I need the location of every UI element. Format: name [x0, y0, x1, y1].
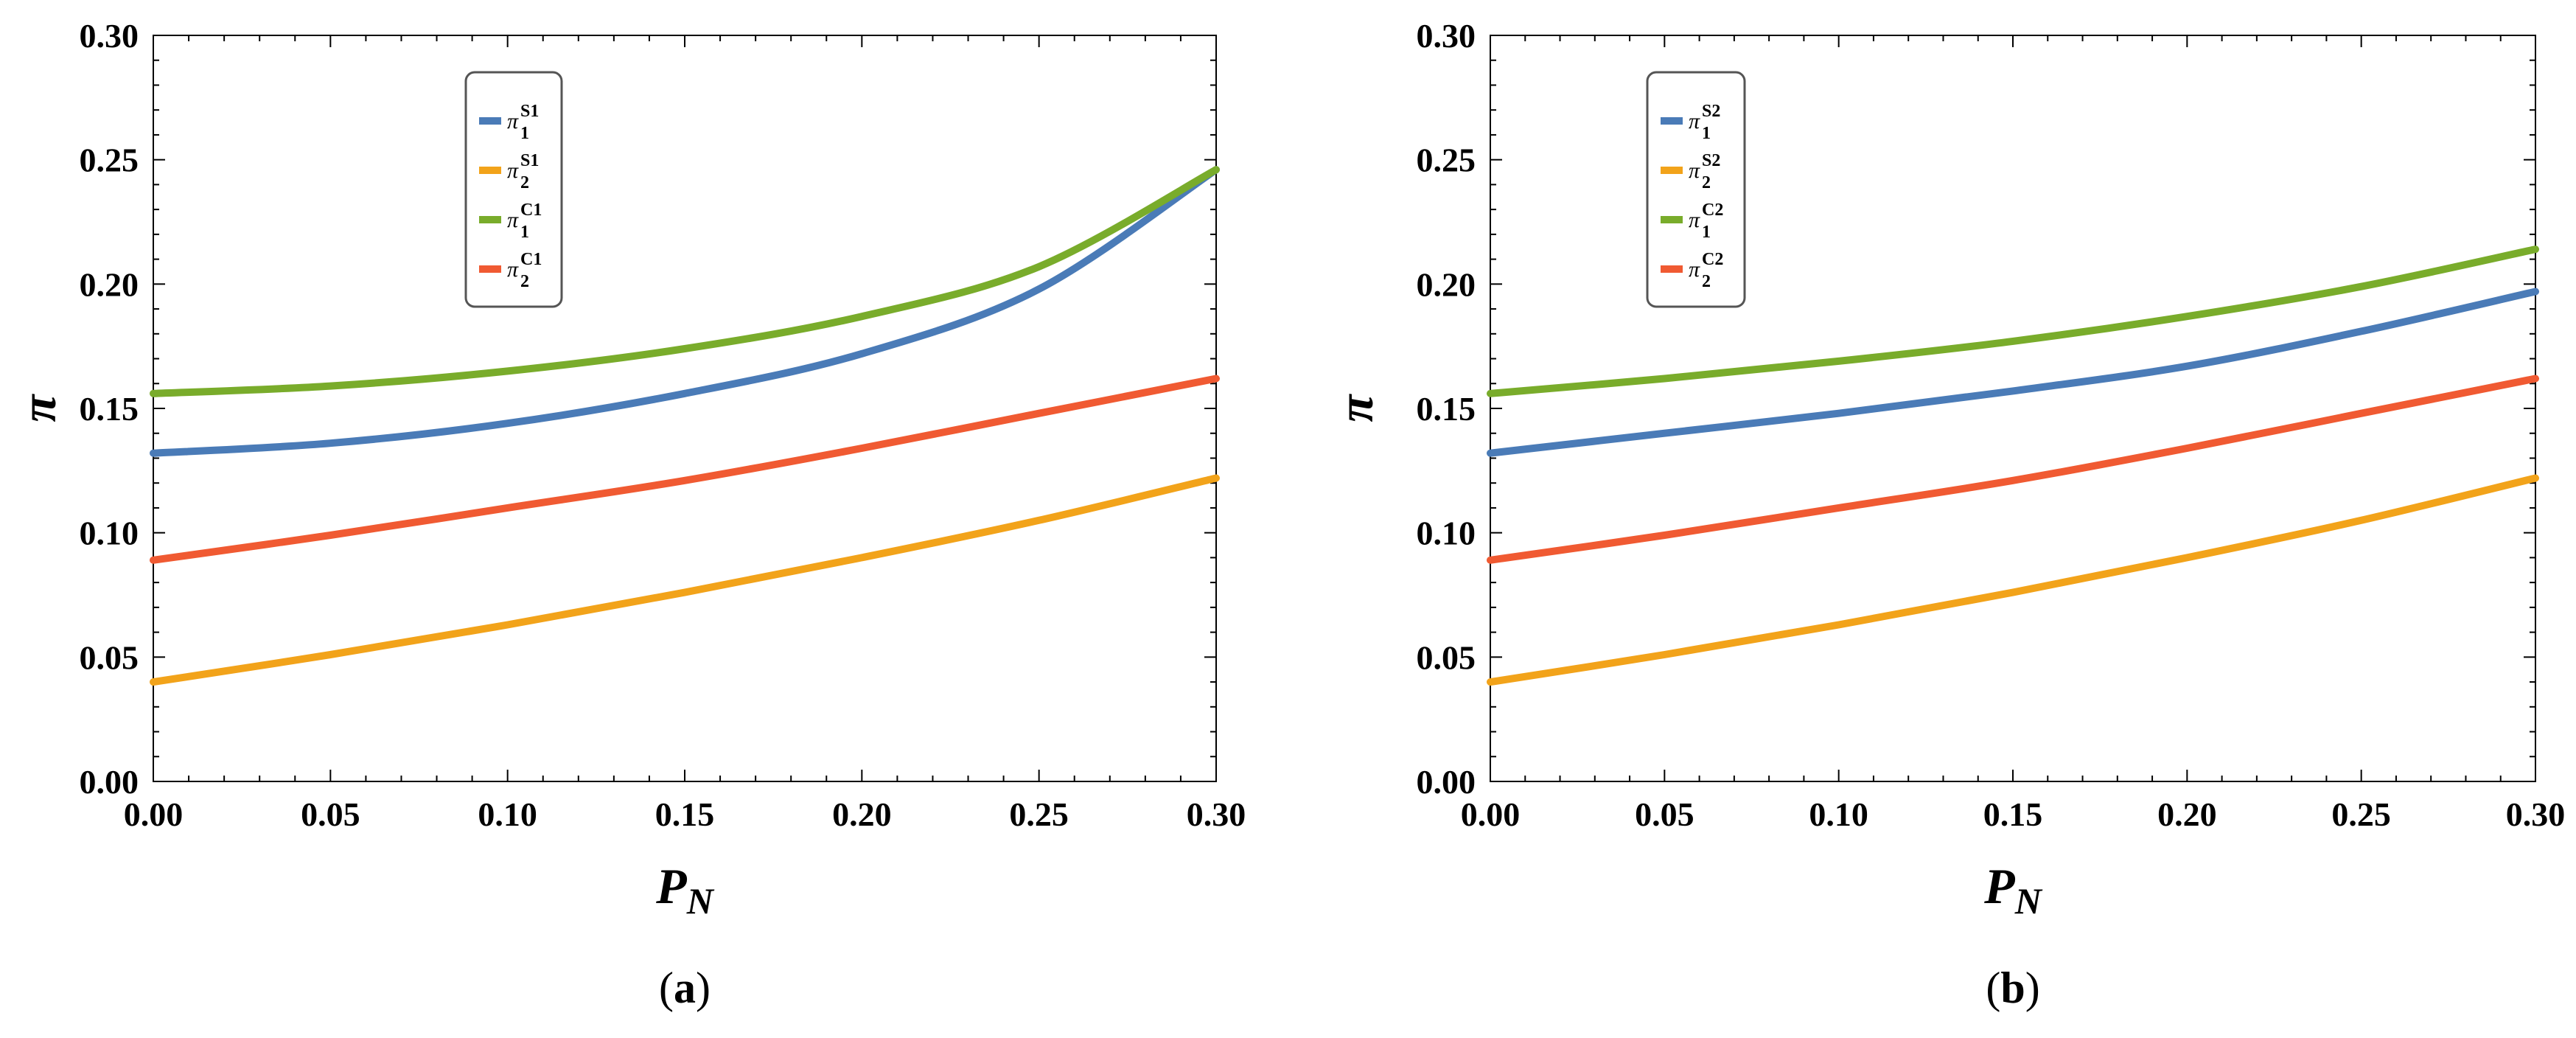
series-line-π2C2: [1487, 375, 2539, 564]
tick-marks: [153, 35, 1217, 782]
legend-label-sub: 1: [1702, 223, 1711, 242]
legend-label-sup: S2: [1702, 151, 1720, 170]
x-tick-label: 0.30: [1187, 795, 1246, 833]
legend-label-sup: S2: [1702, 102, 1720, 121]
y-axis-title: π: [10, 394, 66, 422]
y-tick-label: 0.05: [80, 638, 139, 676]
y-tick-label: 0.05: [1417, 638, 1476, 676]
legend-label-symbol: π: [1689, 159, 1700, 183]
series-line-π1S2: [1487, 288, 2539, 457]
y-tick-label: 0.25: [1417, 142, 1476, 179]
series-line-π1C2: [1487, 245, 2539, 397]
legend-label-sup: S1: [520, 151, 539, 170]
x-tick-label: 0.25: [2331, 795, 2391, 833]
legend-box: [1646, 71, 1746, 308]
x-tick-label: 0.15: [655, 795, 715, 833]
x-tick-label: 0.05: [1635, 795, 1694, 833]
tick-marks: [1490, 35, 2536, 782]
chart-panel-b: 0.00 0.05 0.10 0.15 0.20 0.25 0.30 0.00 0.05 0.10…: [1327, 17, 2565, 1012]
y-tick-label: 0.10: [80, 515, 139, 552]
x-tick-label: 0.10: [478, 795, 537, 833]
legend-label-sup: C2: [1702, 250, 1723, 269]
series-line-π2S1: [150, 474, 1220, 686]
series-line-π1C1: [150, 166, 1220, 397]
x-axis-title: PN: [655, 858, 715, 922]
legend-label-symbol: π: [507, 208, 519, 232]
x-tick-label: 0.20: [832, 795, 892, 833]
series-line-π1S1: [150, 166, 1220, 457]
legend-label-sub: 1: [1702, 124, 1711, 143]
y-tick-label: 0.30: [1417, 17, 1476, 55]
y-tick-label: 0.20: [1417, 265, 1476, 303]
x-tick-label: 0.05: [301, 795, 360, 833]
legend-box: [464, 71, 563, 308]
x-tick-label: 0.00: [1461, 795, 1521, 833]
legend-label-sup: C2: [1702, 201, 1723, 220]
legend-label-sub: 2: [1702, 173, 1711, 192]
y-tick-label: 0.25: [80, 142, 139, 179]
legend-label-symbol: π: [507, 159, 519, 183]
x-axis-title: PN: [1983, 858, 2043, 922]
legend-label-sub: 2: [1702, 272, 1711, 291]
x-tick-label: 0.20: [2157, 795, 2217, 833]
chart-panel-a: 0.00 0.05 0.10 0.15 0.20 0.25 0.30 0.00 0.05 0.10…: [10, 17, 1246, 1012]
legend-label-sub: 1: [520, 223, 529, 242]
x-tick-label: 0.25: [1009, 795, 1069, 833]
y-tick-label: 0.10: [1417, 515, 1476, 552]
legend-label-symbol: π: [1689, 109, 1700, 133]
legend-label-sup: C1: [520, 250, 542, 269]
panel-caption: (a): [659, 964, 711, 1012]
y-tick-label: 0.30: [80, 17, 139, 55]
x-tick-label: 0.15: [1983, 795, 2043, 833]
y-tick-label: 0.20: [80, 265, 139, 303]
y-axis-title: π: [1327, 394, 1383, 422]
legend-label-symbol: π: [507, 109, 519, 133]
legend-label-symbol: π: [507, 257, 519, 282]
x-tick-label: 0.00: [124, 795, 184, 833]
y-tick-label: 0.15: [80, 390, 139, 428]
legend-label-sub: 2: [520, 173, 529, 192]
x-tick-label: 0.10: [1809, 795, 1868, 833]
y-tick-label: 0.15: [1417, 390, 1476, 428]
legend-label-symbol: π: [1689, 208, 1700, 232]
series-line-π2S2: [1487, 474, 2539, 686]
legend-label-symbol: π: [1689, 257, 1700, 282]
y-tick-label: 0.00: [80, 763, 139, 801]
series-line-π2C1: [150, 375, 1220, 564]
panel-caption: (b): [1986, 964, 2039, 1012]
legend-label-sup: C1: [520, 201, 542, 220]
legend-label-sup: S1: [520, 102, 539, 121]
legend-label-sub: 1: [520, 124, 529, 143]
y-tick-label: 0.00: [1417, 763, 1476, 801]
legend-label-sub: 2: [520, 272, 529, 291]
x-tick-label: 0.30: [2506, 795, 2566, 833]
